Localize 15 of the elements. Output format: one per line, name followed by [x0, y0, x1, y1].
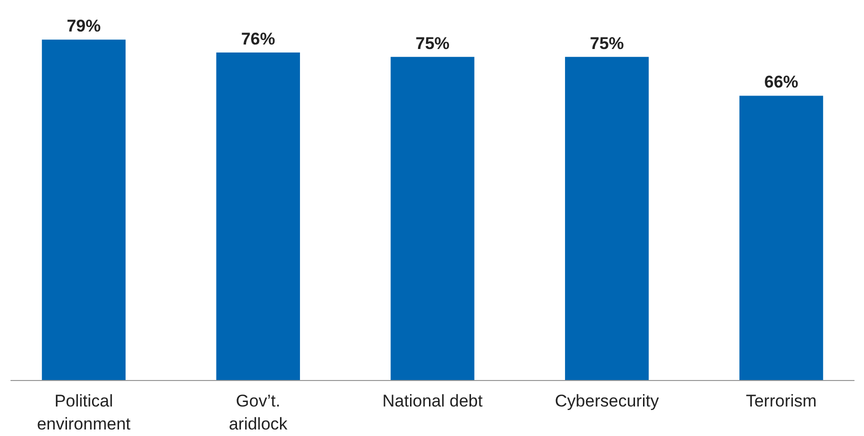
- x-tick-label: Cybersecurity: [554, 392, 660, 410]
- data-label: 76%: [241, 30, 276, 49]
- data-label: 79%: [66, 16, 101, 36]
- data-label: 75%: [415, 34, 450, 53]
- bar: [739, 96, 824, 380]
- data-label: 75%: [590, 34, 624, 53]
- bar: [565, 56, 649, 380]
- bar: [390, 56, 474, 380]
- bar: [42, 40, 126, 380]
- bar: [216, 52, 300, 380]
- x-tick-label: National debt: [382, 392, 483, 410]
- x-tick-label: Political environment: [36, 392, 131, 434]
- x-tick-label: Terrorism: [746, 392, 817, 410]
- x-tick-label: Gov’t. aridlock: [228, 392, 288, 434]
- data-label: 66%: [764, 72, 798, 92]
